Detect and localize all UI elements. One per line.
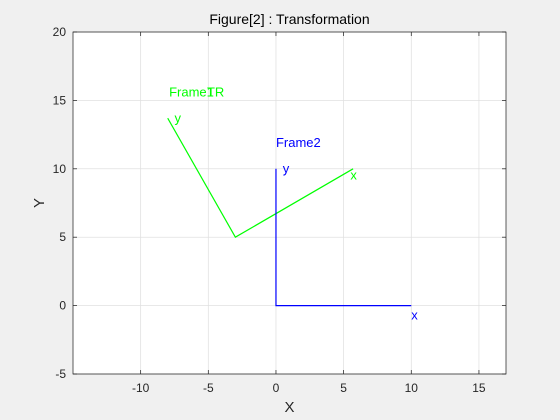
y-axis-label: Y [31,198,48,208]
annotation-label: Frame1 [169,84,214,99]
x-tick-label: 10 [405,381,419,395]
y-tick-label: 10 [53,162,67,176]
x-tick-label: 0 [273,381,280,395]
y-tick-label: 15 [53,93,67,107]
y-tick-label: -5 [55,367,66,381]
frame1-axes-line [167,117,354,239]
y-tick-label: 0 [59,299,66,313]
x-tick-label: -10 [132,381,150,395]
x-tick-label: 5 [340,381,347,395]
ticks: -10 -5 0 5 10 15 -5 0 5 10 15 20 [53,25,506,395]
annotation-label: x [350,168,357,183]
chart-title: Figure[2] : Transformation [209,11,369,27]
annotation-label: TR [207,84,224,99]
x-tick-label: -5 [203,381,214,395]
plot-frame [72,31,507,375]
x-tick-label: 15 [472,381,486,395]
series-layer [167,117,412,307]
plot-area [73,32,506,374]
annotation-label: Frame2 [276,135,321,150]
y-tick-label: 20 [53,25,67,39]
annotation-label: x [411,307,418,322]
frame2-axes-line [275,168,412,307]
annotation-label: y [283,161,290,176]
y-tick-label: 5 [59,230,66,244]
x-axis-label: X [284,399,294,416]
annotation-label: y [174,110,181,125]
